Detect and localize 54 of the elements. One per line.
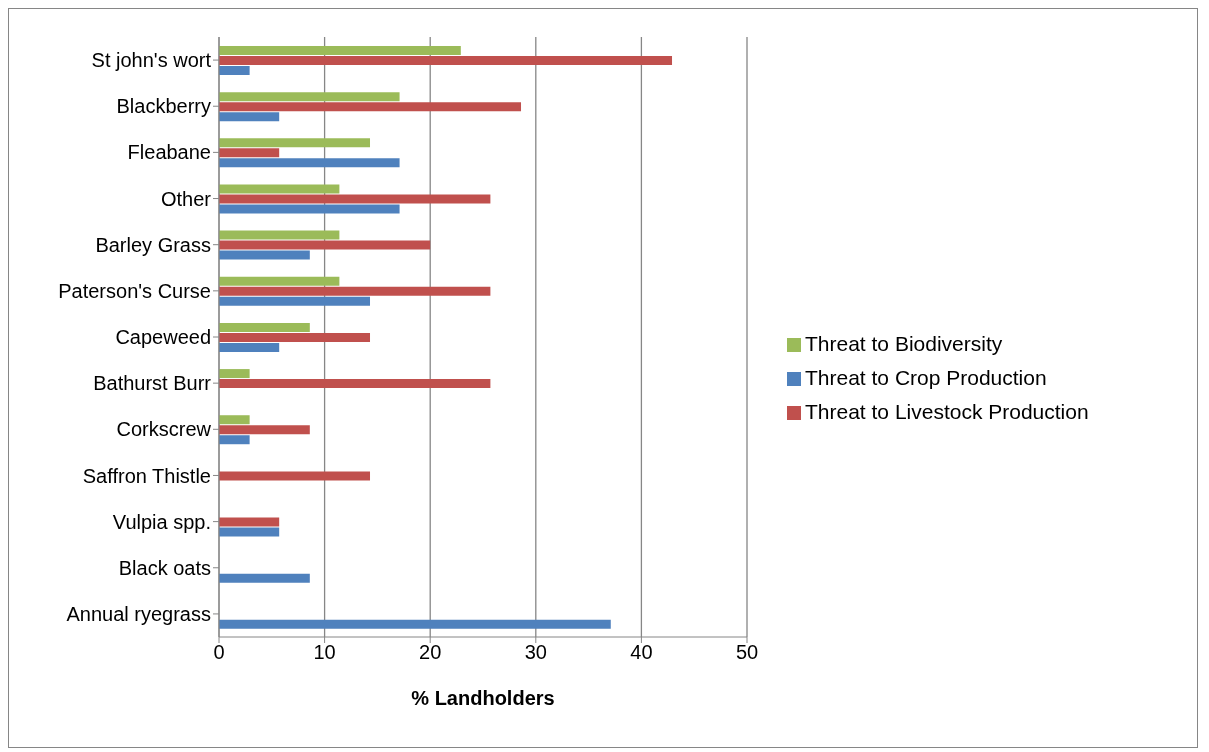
x-tick-label: 10 <box>313 641 336 664</box>
bar <box>219 379 491 389</box>
bar <box>219 322 310 332</box>
y-tick-label: Bathurst Burr <box>93 372 212 395</box>
bar <box>219 619 611 629</box>
bar <box>219 194 491 204</box>
y-tick-label: Vulpia spp. <box>112 510 211 533</box>
bar <box>219 527 280 537</box>
x-tick-label: 30 <box>524 641 547 664</box>
y-tick-label: Fleabane <box>127 141 211 164</box>
bar <box>219 332 371 342</box>
y-tick-label: Capeweed <box>115 326 211 349</box>
bar <box>219 66 250 75</box>
bar <box>219 415 250 425</box>
bar <box>219 184 340 194</box>
y-tick-label: St john's wort <box>91 49 212 72</box>
y-tick-label: Blackberry <box>116 95 211 118</box>
bar <box>219 204 400 214</box>
bar <box>219 102 522 112</box>
bar <box>219 56 673 65</box>
bar <box>219 158 400 168</box>
y-tick-label: Saffron Thistle <box>82 464 211 487</box>
legend-label: Threat to Crop Production <box>805 366 1047 389</box>
bar <box>219 276 340 286</box>
bar <box>219 46 461 55</box>
x-tick-label: 50 <box>735 641 759 664</box>
legend-label: Threat to Biodiversity <box>805 332 1003 355</box>
bar <box>219 425 310 435</box>
y-tick-label: Barley Grass <box>95 233 211 256</box>
bar <box>219 435 250 445</box>
bar <box>219 138 371 148</box>
bar <box>219 240 431 250</box>
bar <box>219 112 280 122</box>
y-tick-label: Annual ryegrass <box>66 603 211 626</box>
legend-label: Threat to Livestock Production <box>805 400 1089 423</box>
y-tick-label: Black oats <box>118 556 211 579</box>
bar <box>219 92 400 102</box>
x-tick-label: 20 <box>419 641 442 664</box>
bar <box>219 369 250 379</box>
y-tick-label: Other <box>160 187 212 210</box>
x-tick-label: 0 <box>213 641 225 664</box>
bar <box>219 573 310 583</box>
bar <box>219 296 371 306</box>
x-axis-title: % Landholders <box>411 687 555 709</box>
bar <box>219 250 310 260</box>
bar <box>219 517 280 527</box>
bar <box>219 342 280 352</box>
y-tick-label: Paterson's Curse <box>58 279 211 302</box>
y-tick-label: Corkscrew <box>116 418 212 441</box>
bar <box>219 471 371 481</box>
bar <box>219 148 280 158</box>
bar <box>219 230 340 240</box>
bar <box>219 286 491 296</box>
x-tick-label: 40 <box>630 641 653 664</box>
